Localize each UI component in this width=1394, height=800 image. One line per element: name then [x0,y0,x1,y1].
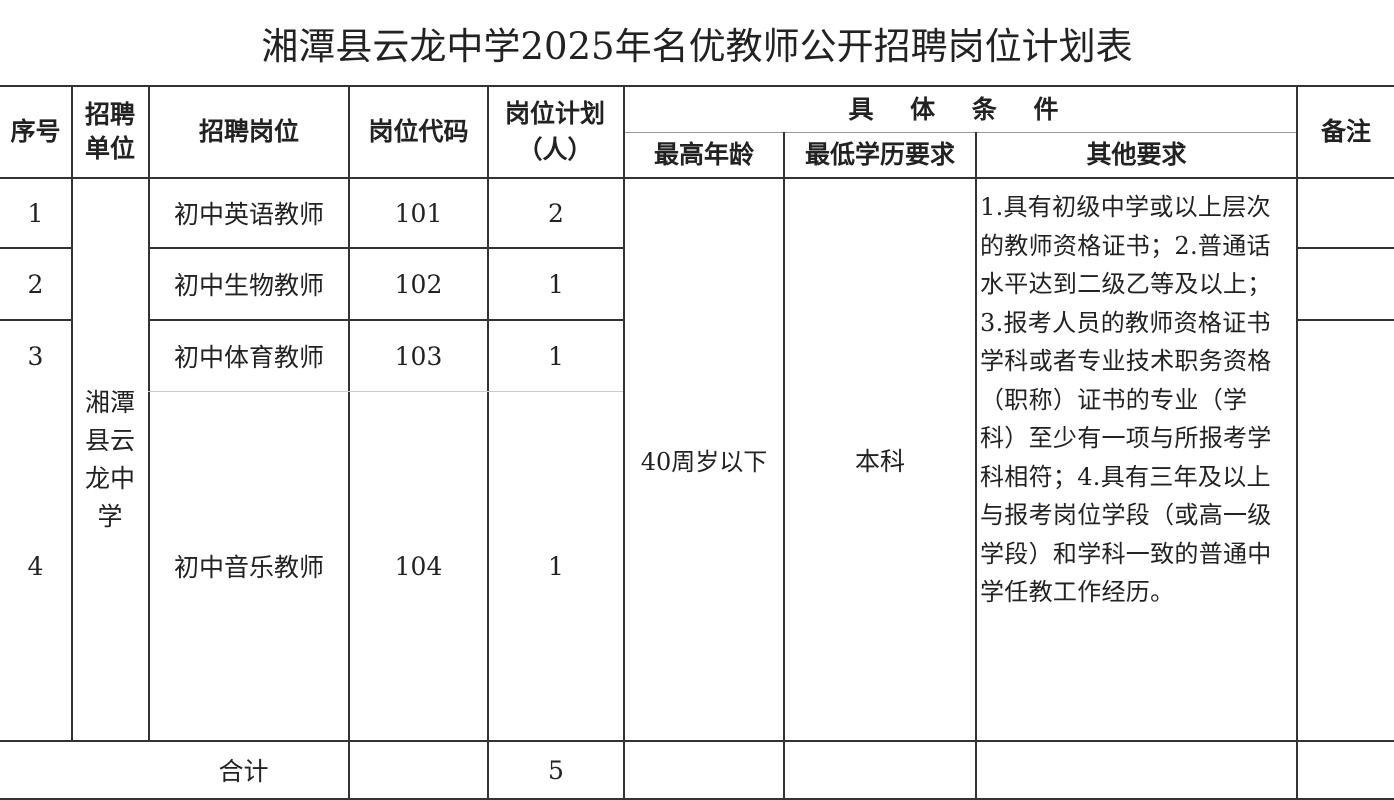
row-1-code: 101 [394,198,443,228]
max-age-cell: 40周岁以下 [640,448,768,476]
row-1-plan: 2 [548,198,564,228]
row-1-seq: 1 [27,198,44,228]
row-2-plan: 1 [548,269,564,299]
header-remarks: 备注 [1320,117,1371,146]
row-1-position: 初中英语教师 [173,200,324,229]
header-plan: 岗位计划（人） [504,99,605,164]
row-4-code: 104 [394,551,443,581]
unit-cell: 湘潭县云龙中学 [84,387,135,531]
header-max-age: 最高年龄 [653,140,754,169]
row-2-code: 102 [394,269,443,299]
row-3-plan: 1 [548,341,564,371]
row-4-position: 初中音乐教师 [173,553,324,582]
row-3-code: 103 [394,341,443,371]
row-2-position: 初中生物教师 [173,271,324,300]
header-position: 招聘岗位 [198,117,299,146]
header-conditions: 具 体 条 件 [848,94,1073,124]
row-3-position: 初中体育教师 [173,343,324,372]
header-unit: 招聘单位 [84,100,135,163]
header-code: 岗位代码 [368,117,469,146]
row-2-seq: 2 [27,269,44,299]
min-edu-cell: 本科 [854,446,905,476]
total-plan: 5 [548,755,564,785]
header-seq: 序号 [10,117,61,146]
header-other: 其他要求 [1086,140,1187,169]
header-min-edu: 最低学历要求 [804,140,955,169]
other-requirements-cell: 1.具有初级中学或以上层次的教师资格证书；2.普通话水平达到二级乙等及以上；3.… [980,193,1272,606]
row-3-seq: 3 [27,341,44,371]
total-label: 合计 [218,757,269,786]
row-4-plan: 1 [548,551,564,581]
row-4-seq: 4 [27,551,44,581]
table-title: 湘潭县云龙中学2025年名优教师公开招聘岗位计划表 [261,24,1133,68]
